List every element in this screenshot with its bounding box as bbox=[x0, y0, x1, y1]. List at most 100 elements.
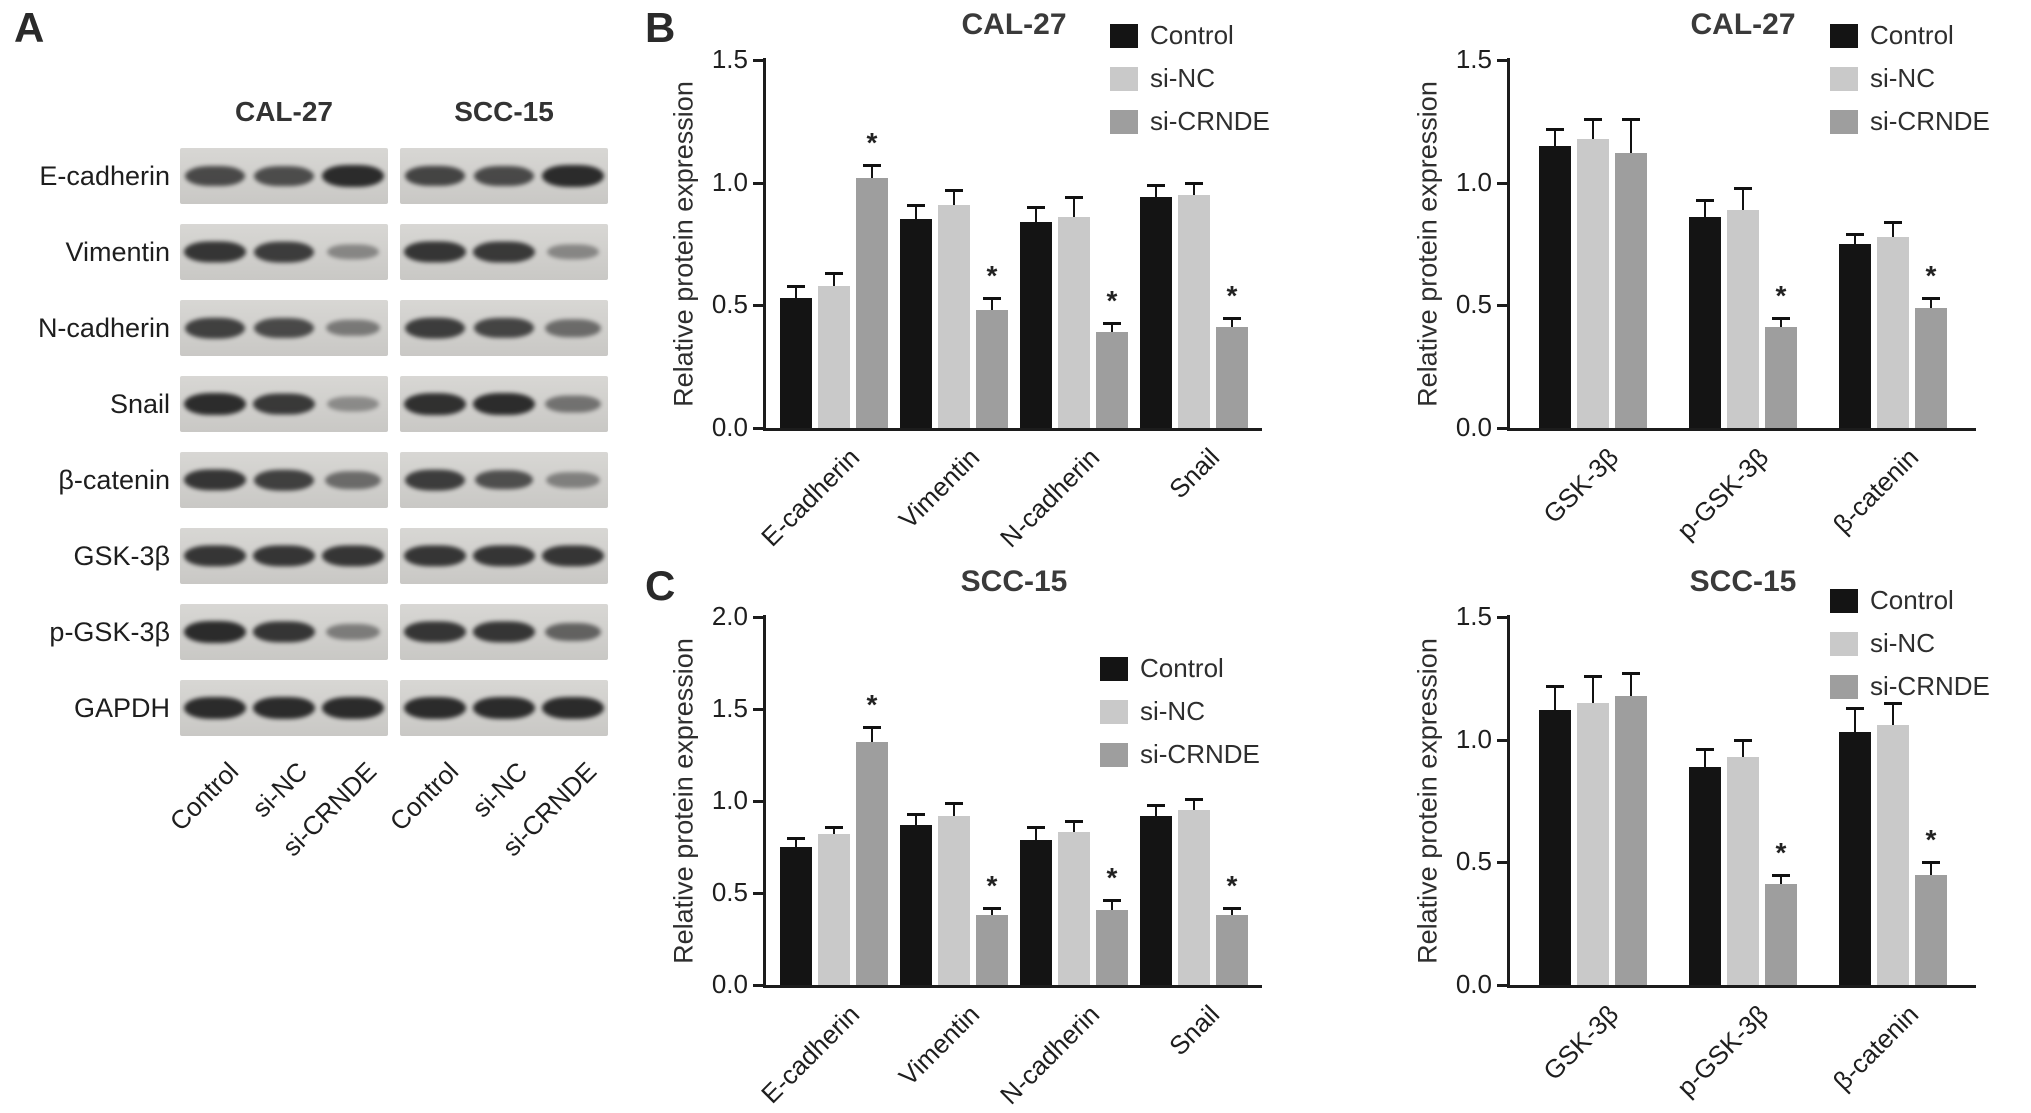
legend-swatch bbox=[1830, 23, 1858, 48]
legend-label: Control bbox=[1150, 20, 1234, 50]
blot-box bbox=[180, 604, 388, 660]
bar-si-nc bbox=[1178, 194, 1210, 428]
legend-label: si-CRNDE bbox=[1870, 106, 1990, 136]
blot-band bbox=[545, 319, 601, 337]
blot-row-label: GAPDH bbox=[73, 692, 170, 723]
error-bar-line bbox=[1630, 118, 1632, 154]
blot-box bbox=[400, 604, 608, 660]
bar-si-crnde bbox=[1216, 915, 1248, 985]
legend-swatch bbox=[1110, 66, 1138, 91]
blot-band bbox=[184, 545, 246, 567]
bar-si-nc bbox=[1058, 832, 1090, 985]
chart-title: SCC-15 bbox=[960, 565, 1068, 598]
significance-asterisk: * bbox=[1106, 284, 1118, 316]
error-bar-cap bbox=[1223, 316, 1241, 320]
bar-si-crnde bbox=[1096, 909, 1128, 985]
bar-control bbox=[780, 297, 812, 428]
y-tick-mark bbox=[753, 427, 763, 430]
legend-item: Control bbox=[1110, 20, 1270, 51]
legend-swatch bbox=[1110, 109, 1138, 134]
bar-si-crnde bbox=[1615, 153, 1647, 428]
blot-band bbox=[474, 470, 534, 490]
error-bar-line bbox=[1704, 749, 1706, 767]
blot-band bbox=[541, 696, 605, 720]
bar-si-crnde bbox=[1096, 332, 1128, 428]
error-bar-cap bbox=[1922, 861, 1940, 865]
blot-row-label: GSK-3β bbox=[73, 540, 170, 571]
y-tick-label: 0.5 bbox=[1455, 289, 1492, 320]
legend-label: si-CRNDE bbox=[1150, 106, 1270, 136]
blot-row-label: β-catenin bbox=[58, 464, 170, 495]
error-bar-line bbox=[1930, 297, 1932, 308]
y-tick-label: 0.0 bbox=[711, 412, 748, 442]
blot-band bbox=[545, 395, 601, 413]
blot-band bbox=[325, 319, 381, 337]
bar-si-crnde bbox=[1765, 327, 1797, 428]
blot-box bbox=[180, 452, 388, 508]
bar-control bbox=[780, 847, 812, 985]
legend-swatch bbox=[1110, 23, 1138, 48]
blot-band bbox=[254, 166, 314, 186]
blot-band bbox=[404, 317, 466, 339]
panel-a-western-blot: CAL-27 SCC-15 E-cadherin Vimentin N-cadher… bbox=[0, 0, 648, 1113]
error-bar-cap bbox=[1734, 738, 1752, 742]
x-category-label: E-cadherin bbox=[755, 999, 866, 1110]
y-axis-label: Relative protein expression bbox=[1412, 81, 1443, 407]
significance-asterisk: * bbox=[1106, 862, 1118, 894]
blot-band bbox=[253, 241, 315, 263]
blot-band bbox=[253, 621, 315, 643]
blot-band bbox=[326, 244, 380, 260]
error-bar-cap bbox=[1696, 198, 1714, 202]
error-bar-cap bbox=[1027, 825, 1045, 829]
blot-row: β-catenin bbox=[0, 442, 648, 518]
legend-item: si-NC bbox=[1830, 63, 1990, 94]
y-tick-label: 0.0 bbox=[1455, 969, 1492, 999]
y-axis-label: Relative protein expression bbox=[668, 81, 699, 407]
legend-swatch bbox=[1100, 699, 1128, 724]
blot-band bbox=[473, 545, 535, 567]
blot-band bbox=[546, 244, 600, 260]
error-bar-line bbox=[1892, 702, 1894, 725]
blot-band bbox=[183, 393, 247, 415]
blot-box bbox=[180, 376, 388, 432]
bar-control bbox=[1689, 766, 1721, 985]
error-bar-line bbox=[795, 837, 797, 847]
y-tick-mark bbox=[753, 59, 763, 62]
legend-swatch bbox=[1830, 674, 1858, 699]
legend: Control si-NC si-CRNDE bbox=[1830, 585, 1990, 702]
bar-si-nc bbox=[1727, 209, 1759, 428]
bar-control bbox=[1839, 732, 1871, 985]
panel-a-letter: A bbox=[14, 4, 45, 51]
error-bar-line bbox=[1111, 322, 1113, 333]
error-bar-cap bbox=[1103, 321, 1121, 325]
error-bar-line bbox=[1592, 118, 1594, 139]
y-tick-label: 0.0 bbox=[1455, 412, 1492, 442]
bar-control bbox=[1140, 815, 1172, 985]
bar-si-crnde bbox=[1615, 695, 1647, 985]
bar-si-nc bbox=[1877, 236, 1909, 428]
blot-band bbox=[326, 396, 380, 412]
blot-band bbox=[403, 696, 467, 720]
error-bar-line bbox=[1073, 821, 1075, 833]
error-bar-cap bbox=[983, 906, 1001, 910]
y-tick-label: 0.5 bbox=[711, 877, 748, 907]
y-axis-label: Relative protein expression bbox=[1412, 638, 1443, 964]
legend-item: si-CRNDE bbox=[1830, 671, 1990, 702]
error-bar-cap bbox=[787, 836, 805, 840]
legend: Control si-NC si-CRNDE bbox=[1830, 20, 1990, 137]
error-bar-line bbox=[1155, 185, 1157, 198]
significance-asterisk: * bbox=[866, 127, 878, 159]
error-bar-line bbox=[1630, 673, 1632, 696]
blot-row: N-cadherin bbox=[0, 290, 648, 366]
error-bar-line bbox=[953, 190, 955, 205]
blot-row: GSK-3β bbox=[0, 518, 648, 594]
error-bar-cap bbox=[1734, 186, 1752, 190]
error-bar-line bbox=[1035, 207, 1037, 222]
blot-band bbox=[253, 393, 315, 415]
blot-box bbox=[180, 224, 388, 280]
error-bar-cap bbox=[1772, 873, 1790, 877]
error-bar-line bbox=[991, 907, 993, 916]
blot-band bbox=[472, 696, 536, 720]
error-bar-cap bbox=[1546, 684, 1564, 688]
legend-item: Control bbox=[1830, 20, 1990, 51]
